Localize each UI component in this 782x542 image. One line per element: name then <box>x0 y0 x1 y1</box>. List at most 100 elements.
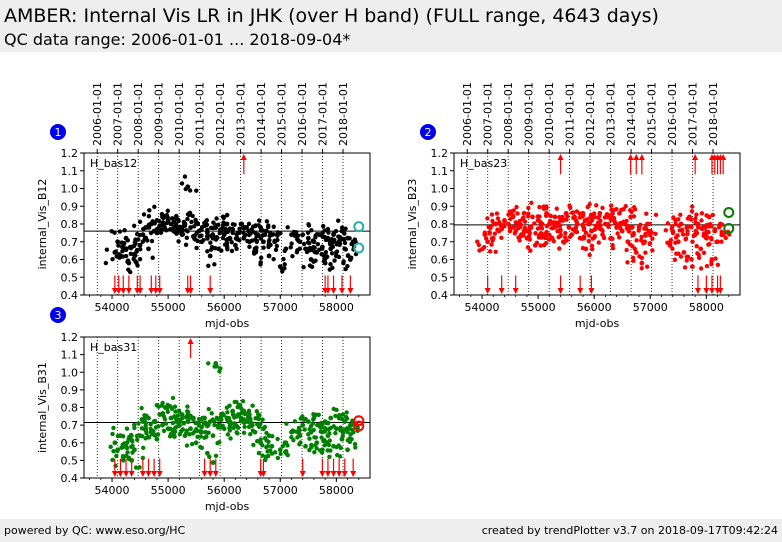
y-tick-label: 0.9 <box>61 384 79 397</box>
data-point-cluster <box>547 232 552 238</box>
data-point-cluster <box>183 186 188 192</box>
data-point-cluster <box>500 224 505 230</box>
outlier-arrowhead-down <box>557 288 564 294</box>
y-tick-label: 0.8 <box>61 218 79 231</box>
data-point-cluster <box>275 237 280 243</box>
data-point-cluster <box>309 228 314 233</box>
data-point-cluster <box>274 243 280 249</box>
data-point-cluster <box>225 245 230 250</box>
data-point-cluster <box>266 439 271 444</box>
data-point-cluster <box>116 243 121 248</box>
data-point-cluster <box>610 243 615 248</box>
data-point-cluster <box>242 420 247 426</box>
series-label: H_bas12 <box>90 157 137 170</box>
data-point <box>199 429 205 435</box>
data-point-cluster <box>137 465 142 470</box>
data-point <box>311 415 317 421</box>
data-point-cluster <box>169 216 175 221</box>
data-point-cluster <box>539 235 545 240</box>
data-point <box>300 232 306 238</box>
data-point-cluster <box>220 235 226 241</box>
data-point-cluster <box>307 447 312 453</box>
data-point <box>507 225 513 230</box>
data-point <box>572 214 577 220</box>
data-point-cluster <box>114 254 119 259</box>
y-tick-label: 1.0 <box>61 183 79 196</box>
panel-badge-number: 3 <box>55 309 62 322</box>
data-point-cluster <box>673 221 678 227</box>
data-point-cluster <box>141 212 147 217</box>
data-point-cluster <box>515 211 520 216</box>
outlier-arrowhead-down <box>187 288 194 294</box>
data-point-cluster <box>643 231 648 237</box>
data-point-cluster <box>339 225 345 230</box>
outlier-arrowhead-down <box>207 288 214 294</box>
data-point-cluster <box>307 436 312 441</box>
data-point-cluster <box>295 233 301 238</box>
data-point-cluster <box>704 213 709 218</box>
outlier-arrowhead-down <box>152 288 159 294</box>
data-point-cluster <box>305 230 311 235</box>
data-point-cluster <box>242 424 247 430</box>
series-label: H_bas31 <box>90 341 137 354</box>
data-point-cluster <box>246 408 252 414</box>
data-point-cluster <box>259 255 264 260</box>
data-point-cluster <box>192 233 198 238</box>
data-point <box>261 426 266 432</box>
data-point-cluster <box>563 230 568 236</box>
data-point-cluster <box>266 244 271 250</box>
data-point-cluster <box>207 454 212 460</box>
data-point-cluster <box>253 250 259 255</box>
data-point-cluster <box>333 413 338 419</box>
data-point-cluster <box>275 230 280 235</box>
data-point-cluster <box>149 238 155 244</box>
data-point-cluster <box>193 217 198 223</box>
data-point-cluster <box>138 247 143 252</box>
data-point-cluster <box>164 228 169 233</box>
outlier-arrowhead-down <box>111 471 118 477</box>
data-point <box>328 415 334 421</box>
outlier-arrowhead-down <box>703 288 710 294</box>
data-point-cluster <box>167 434 173 439</box>
data-point-cluster <box>152 204 157 210</box>
data-point-cluster <box>172 224 177 229</box>
top-date-label: 2016-01-01 <box>296 82 309 146</box>
data-point-cluster <box>155 432 161 437</box>
data-point-cluster <box>246 221 252 227</box>
data-point-cluster <box>124 445 130 451</box>
top-date-label: 2018-01-01 <box>337 82 350 146</box>
data-point <box>600 232 606 238</box>
data-point <box>574 221 580 227</box>
data-point-cluster <box>172 404 178 409</box>
data-point-cluster <box>486 224 491 230</box>
data-point-cluster <box>676 223 682 229</box>
data-point-cluster <box>245 238 250 244</box>
data-point-cluster <box>529 200 534 206</box>
data-point-cluster <box>275 436 280 442</box>
data-point-cluster <box>137 243 142 248</box>
data-point-cluster <box>491 222 496 227</box>
data-point-cluster <box>254 238 260 244</box>
data-point <box>233 242 238 248</box>
data-point-cluster <box>684 258 689 263</box>
data-point-cluster <box>212 262 217 267</box>
data-point-cluster <box>267 230 273 236</box>
data-point-cluster <box>234 246 239 251</box>
outlier-arrowhead-down <box>201 471 208 477</box>
data-point-cluster <box>234 232 239 237</box>
data-point-cluster <box>282 262 287 267</box>
data-point-cluster <box>625 260 630 265</box>
data-point-cluster <box>256 233 261 239</box>
data-point-cluster <box>263 457 268 463</box>
data-point-cluster <box>229 239 234 245</box>
data-point-cluster <box>336 218 341 223</box>
data-point-cluster <box>171 432 177 438</box>
data-point-cluster <box>183 242 189 248</box>
data-point-cluster <box>353 445 358 450</box>
data-point-cluster <box>342 237 347 242</box>
outlier-arrowhead-down <box>128 471 135 477</box>
data-point <box>333 426 339 432</box>
data-point-cluster <box>215 235 220 241</box>
y-tick-label: 0.6 <box>431 254 449 267</box>
data-point-cluster <box>197 234 202 239</box>
